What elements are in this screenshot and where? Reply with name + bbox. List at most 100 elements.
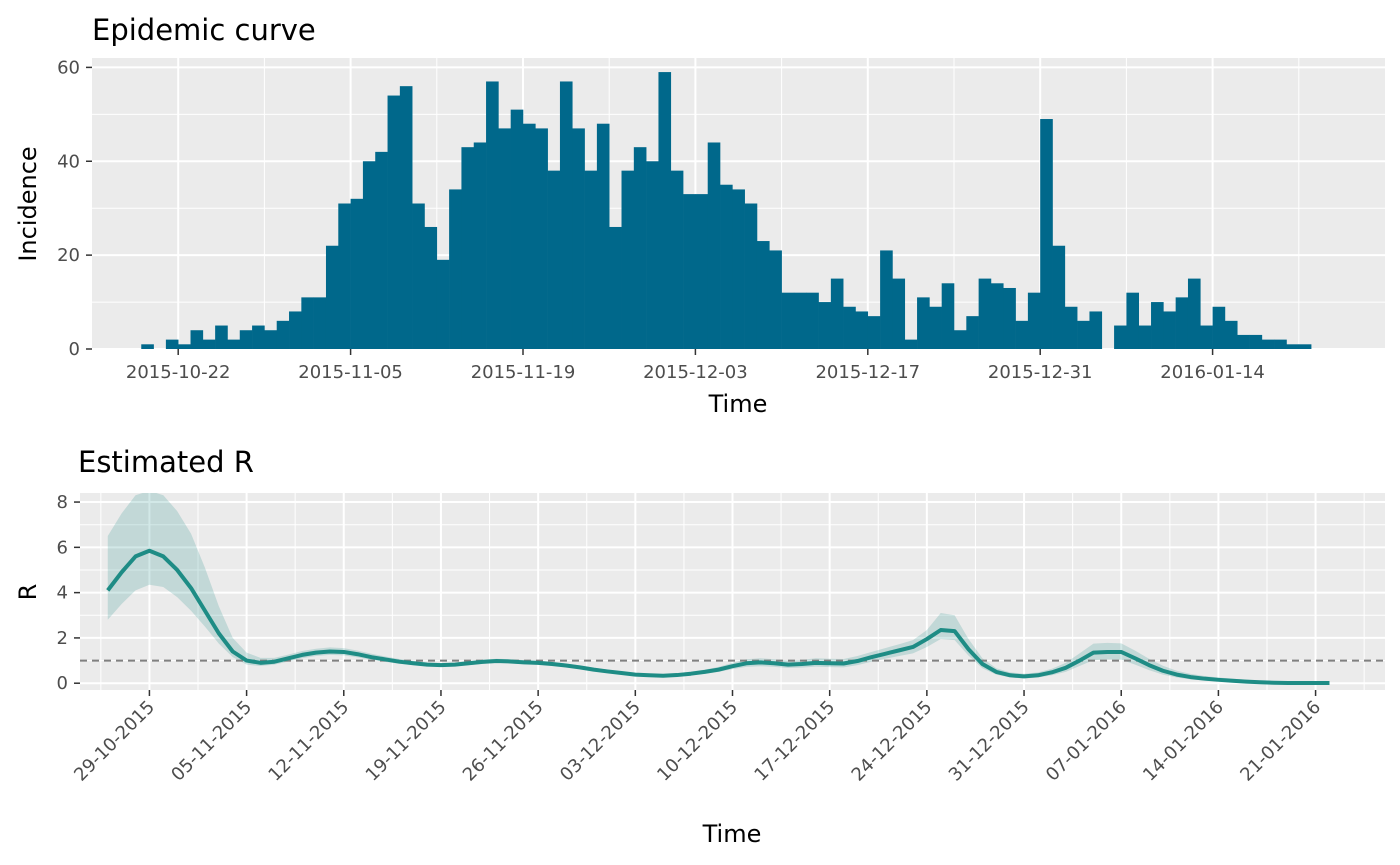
epi-bar bbox=[1138, 325, 1152, 349]
r-x-tick-label: 17-12-2015 bbox=[750, 697, 839, 786]
epi-bar bbox=[375, 151, 388, 349]
epi-bar bbox=[1212, 306, 1226, 349]
epi-bar bbox=[1224, 320, 1238, 349]
epi-bar bbox=[424, 226, 438, 349]
epi-bar bbox=[769, 250, 782, 349]
r-x-tick-label: 07-01-2016 bbox=[1042, 697, 1131, 786]
epi-bar bbox=[818, 302, 832, 349]
epi-y-tick-label: 60 bbox=[57, 57, 80, 78]
r-y-tick-label: 0 bbox=[57, 673, 68, 694]
epi-bar bbox=[1175, 297, 1189, 349]
epi-bar bbox=[559, 81, 573, 349]
epidemic-curve-title: Epidemic curve bbox=[92, 13, 316, 47]
epi-bar bbox=[436, 259, 450, 349]
epi-bar bbox=[1052, 245, 1066, 349]
epi-x-tick-label: 2016-01-14 bbox=[1160, 362, 1265, 383]
epi-bar bbox=[362, 161, 376, 349]
epi-bar bbox=[954, 330, 967, 349]
epi-bar bbox=[744, 203, 758, 349]
epi-bar bbox=[806, 292, 819, 349]
epidemic-curve-axes: 2015-10-22 2015-11-05 2015-11-19 2015-12-03… bbox=[57, 57, 1265, 383]
r-x-tick-label: 24-12-2015 bbox=[848, 697, 937, 786]
r-x-tick-label: 10-12-2015 bbox=[653, 697, 742, 786]
epi-bar bbox=[1151, 302, 1164, 349]
epi-x-tick-label: 2015-12-17 bbox=[815, 362, 920, 383]
epi-bar bbox=[572, 128, 585, 349]
epi-bar bbox=[830, 278, 844, 349]
estimated-r-marks bbox=[80, 493, 1385, 685]
epi-x-tick-label: 2015-12-03 bbox=[643, 362, 748, 383]
epi-bar bbox=[1274, 339, 1287, 349]
epi-bar bbox=[301, 297, 314, 349]
epi-bar bbox=[264, 330, 278, 349]
epi-bar bbox=[670, 170, 684, 349]
epi-bar bbox=[1200, 325, 1213, 349]
epi-bar bbox=[1064, 306, 1078, 349]
epi-bar bbox=[892, 278, 906, 349]
epi-bar bbox=[867, 316, 881, 349]
epi-bar bbox=[941, 283, 955, 349]
estimated-r-x-axis-title: Time bbox=[702, 820, 762, 848]
epi-bar bbox=[350, 198, 364, 349]
epi-bar bbox=[1163, 311, 1176, 349]
epi-bar bbox=[1261, 339, 1275, 349]
epi-bar bbox=[720, 184, 733, 349]
epi-bar bbox=[399, 86, 413, 350]
epi-bar bbox=[449, 189, 462, 349]
epi-bar bbox=[1114, 325, 1127, 349]
estimated-r-title: Estimated R bbox=[78, 445, 254, 479]
r-x-tick-label: 12-11-2015 bbox=[264, 697, 353, 786]
r-x-tick-label: 19-11-2015 bbox=[362, 697, 451, 786]
epi-x-tick-label: 2015-11-19 bbox=[471, 362, 576, 383]
epi-bar bbox=[1298, 344, 1312, 349]
epi-bar bbox=[843, 306, 856, 349]
epi-bar bbox=[793, 292, 807, 349]
epi-bar bbox=[547, 170, 561, 349]
epi-bar bbox=[621, 170, 635, 349]
epidemic-curve-x-axis-title: Time bbox=[708, 390, 768, 418]
epi-bar bbox=[917, 297, 930, 349]
epi-bar bbox=[695, 194, 709, 349]
epi-x-tick-label: 2015-10-22 bbox=[126, 362, 231, 383]
epi-bar bbox=[227, 339, 241, 349]
epi-y-tick-label: 0 bbox=[69, 339, 80, 360]
epi-bar bbox=[966, 316, 979, 349]
r-x-tick-label: 29-10-2015 bbox=[70, 697, 159, 786]
epidemic-curve-chart: 2015-10-22 2015-11-05 2015-11-19 2015-12-03… bbox=[14, 13, 1385, 418]
r-x-tick-label: 14-01-2016 bbox=[1139, 697, 1228, 786]
epi-bar bbox=[633, 147, 647, 349]
r-y-tick-label: 4 bbox=[57, 583, 68, 604]
r-x-tick-label: 31-12-2015 bbox=[945, 697, 1034, 786]
epi-bar bbox=[239, 330, 253, 349]
epi-bar bbox=[215, 325, 228, 349]
epi-bar bbox=[141, 344, 154, 349]
epi-bar bbox=[202, 339, 216, 349]
r-estimate-line bbox=[106, 548, 1330, 685]
epi-bar bbox=[165, 339, 179, 349]
epi-bar bbox=[658, 72, 672, 350]
epi-bar bbox=[486, 81, 499, 349]
epi-y-tick-label: 20 bbox=[57, 245, 80, 266]
epi-bar bbox=[880, 250, 893, 349]
epi-bar bbox=[252, 325, 265, 349]
epi-bar bbox=[1286, 344, 1300, 349]
epi-bar bbox=[1237, 334, 1250, 349]
epi-bar bbox=[1187, 278, 1201, 349]
epi-bar bbox=[596, 123, 610, 349]
epi-bar bbox=[683, 194, 696, 349]
epi-bar bbox=[1089, 311, 1103, 349]
epi-bar bbox=[535, 128, 548, 349]
r-y-tick-label: 6 bbox=[57, 537, 68, 558]
epi-bar bbox=[510, 109, 524, 350]
epi-bar bbox=[855, 311, 869, 349]
epi-bar bbox=[338, 203, 351, 349]
epi-bar bbox=[756, 241, 770, 349]
epi-bar bbox=[609, 226, 622, 349]
r-x-tick-label: 05-11-2015 bbox=[167, 697, 256, 786]
epi-bar bbox=[732, 189, 745, 349]
r-y-tick-label: 8 bbox=[57, 492, 68, 513]
epi-y-tick-label: 40 bbox=[57, 151, 80, 172]
epi-bar bbox=[276, 320, 290, 349]
epi-bar bbox=[190, 330, 204, 349]
